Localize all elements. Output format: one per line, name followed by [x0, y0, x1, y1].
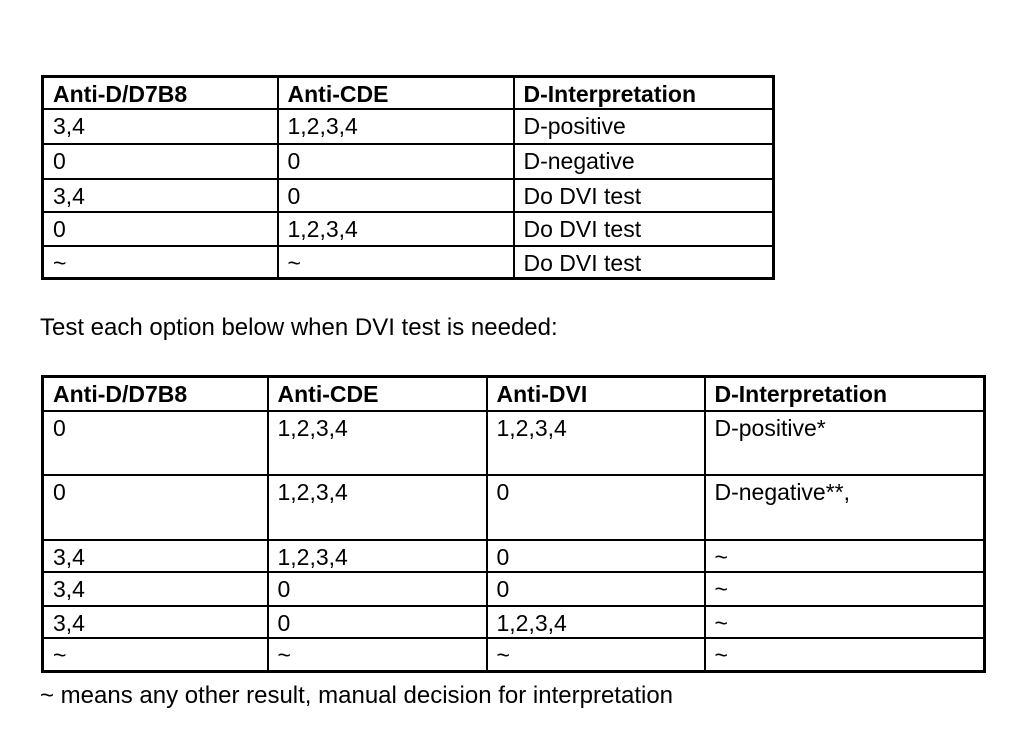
column-header-anti-cde: Anti-CDE — [266, 375, 488, 412]
table-row: 3,4 0 0 ~ — [41, 570, 986, 607]
table-cell: ~ — [703, 538, 986, 573]
table-cell: 1,2,3,4 — [266, 409, 488, 476]
table-cell: 0 — [276, 178, 515, 213]
table-cell: 3,4 — [41, 538, 269, 573]
table-cell: 1,2,3,4 — [266, 473, 488, 541]
table-cell: 0 — [485, 570, 706, 607]
column-header-d-interpretation: D-Interpretation — [703, 375, 986, 412]
table-cell: ~ — [703, 570, 986, 607]
table-header-row: Anti-D/D7B8 Anti-CDE Anti-DVI D-Interpre… — [41, 375, 986, 412]
table-row: ~ ~ ~ ~ — [41, 636, 986, 673]
table-cell: 1,2,3,4 — [266, 538, 488, 573]
table-row: 0 1,2,3,4 Do DVI test — [41, 211, 775, 247]
table-cell: 1,2,3,4 — [276, 108, 515, 145]
table-row: 3,4 1,2,3,4 0 ~ — [41, 538, 986, 573]
table-cell: 1,2,3,4 — [485, 604, 706, 639]
table-row: ~ ~ Do DVI test — [41, 245, 775, 280]
column-header-anti-cde: Anti-CDE — [276, 75, 515, 110]
table-cell: 0 — [485, 473, 706, 541]
table-cell: D-negative**, — [703, 473, 986, 541]
dvi-test-options-table: Anti-D/D7B8 Anti-CDE Anti-DVI D-Interpre… — [41, 375, 986, 673]
table-cell: D-positive — [512, 108, 775, 145]
table-cell: ~ — [703, 636, 986, 673]
table-cell: Do DVI test — [512, 178, 775, 213]
table-cell: 0 — [41, 473, 269, 541]
table-cell: 3,4 — [41, 108, 279, 145]
table-cell: ~ — [41, 636, 269, 673]
table-cell: 0 — [41, 143, 279, 180]
table-cell: ~ — [276, 245, 515, 280]
table-cell: 0 — [276, 143, 515, 180]
table-row: 3,4 0 Do DVI test — [41, 178, 775, 213]
table-row: 3,4 0 1,2,3,4 ~ — [41, 604, 986, 639]
table-cell: 3,4 — [41, 604, 269, 639]
table-cell: 3,4 — [41, 570, 269, 607]
column-header-anti-dvi: Anti-DVI — [485, 375, 706, 412]
table-cell: 0 — [266, 604, 488, 639]
table-cell: 3,4 — [41, 178, 279, 213]
table-cell: ~ — [703, 604, 986, 639]
table-cell: ~ — [266, 636, 488, 673]
instruction-text: Test each option below when DVI test is … — [40, 314, 558, 341]
table-row: 0 1,2,3,4 1,2,3,4 D-positive* — [41, 409, 986, 476]
column-header-anti-d-d7b8: Anti-D/D7B8 — [41, 75, 279, 110]
table-row: 0 1,2,3,4 0 D-negative**, — [41, 473, 986, 541]
d-interpretation-table: Anti-D/D7B8 Anti-CDE D-Interpretation 3,… — [41, 75, 775, 280]
table-cell: Do DVI test — [512, 211, 775, 247]
table-row: 3,4 1,2,3,4 D-positive — [41, 108, 775, 145]
column-header-d-interpretation: D-Interpretation — [512, 75, 775, 110]
table-cell: 1,2,3,4 — [276, 211, 515, 247]
table-cell: ~ — [485, 636, 706, 673]
table-cell: 0 — [485, 538, 706, 573]
table-cell: ~ — [41, 245, 279, 280]
table-cell: D-negative — [512, 143, 775, 180]
column-header-anti-d-d7b8: Anti-D/D7B8 — [41, 375, 269, 412]
table-cell: 0 — [41, 211, 279, 247]
table-cell: Do DVI test — [512, 245, 775, 280]
table-header-row: Anti-D/D7B8 Anti-CDE D-Interpretation — [41, 75, 775, 110]
table-cell: 0 — [266, 570, 488, 607]
table-row: 0 0 D-negative — [41, 143, 775, 180]
footnote-text: ~ means any other result, manual decisio… — [40, 682, 674, 709]
table-cell: 1,2,3,4 — [485, 409, 706, 476]
table-cell: 0 — [41, 409, 269, 476]
table-cell: D-positive* — [703, 409, 986, 476]
